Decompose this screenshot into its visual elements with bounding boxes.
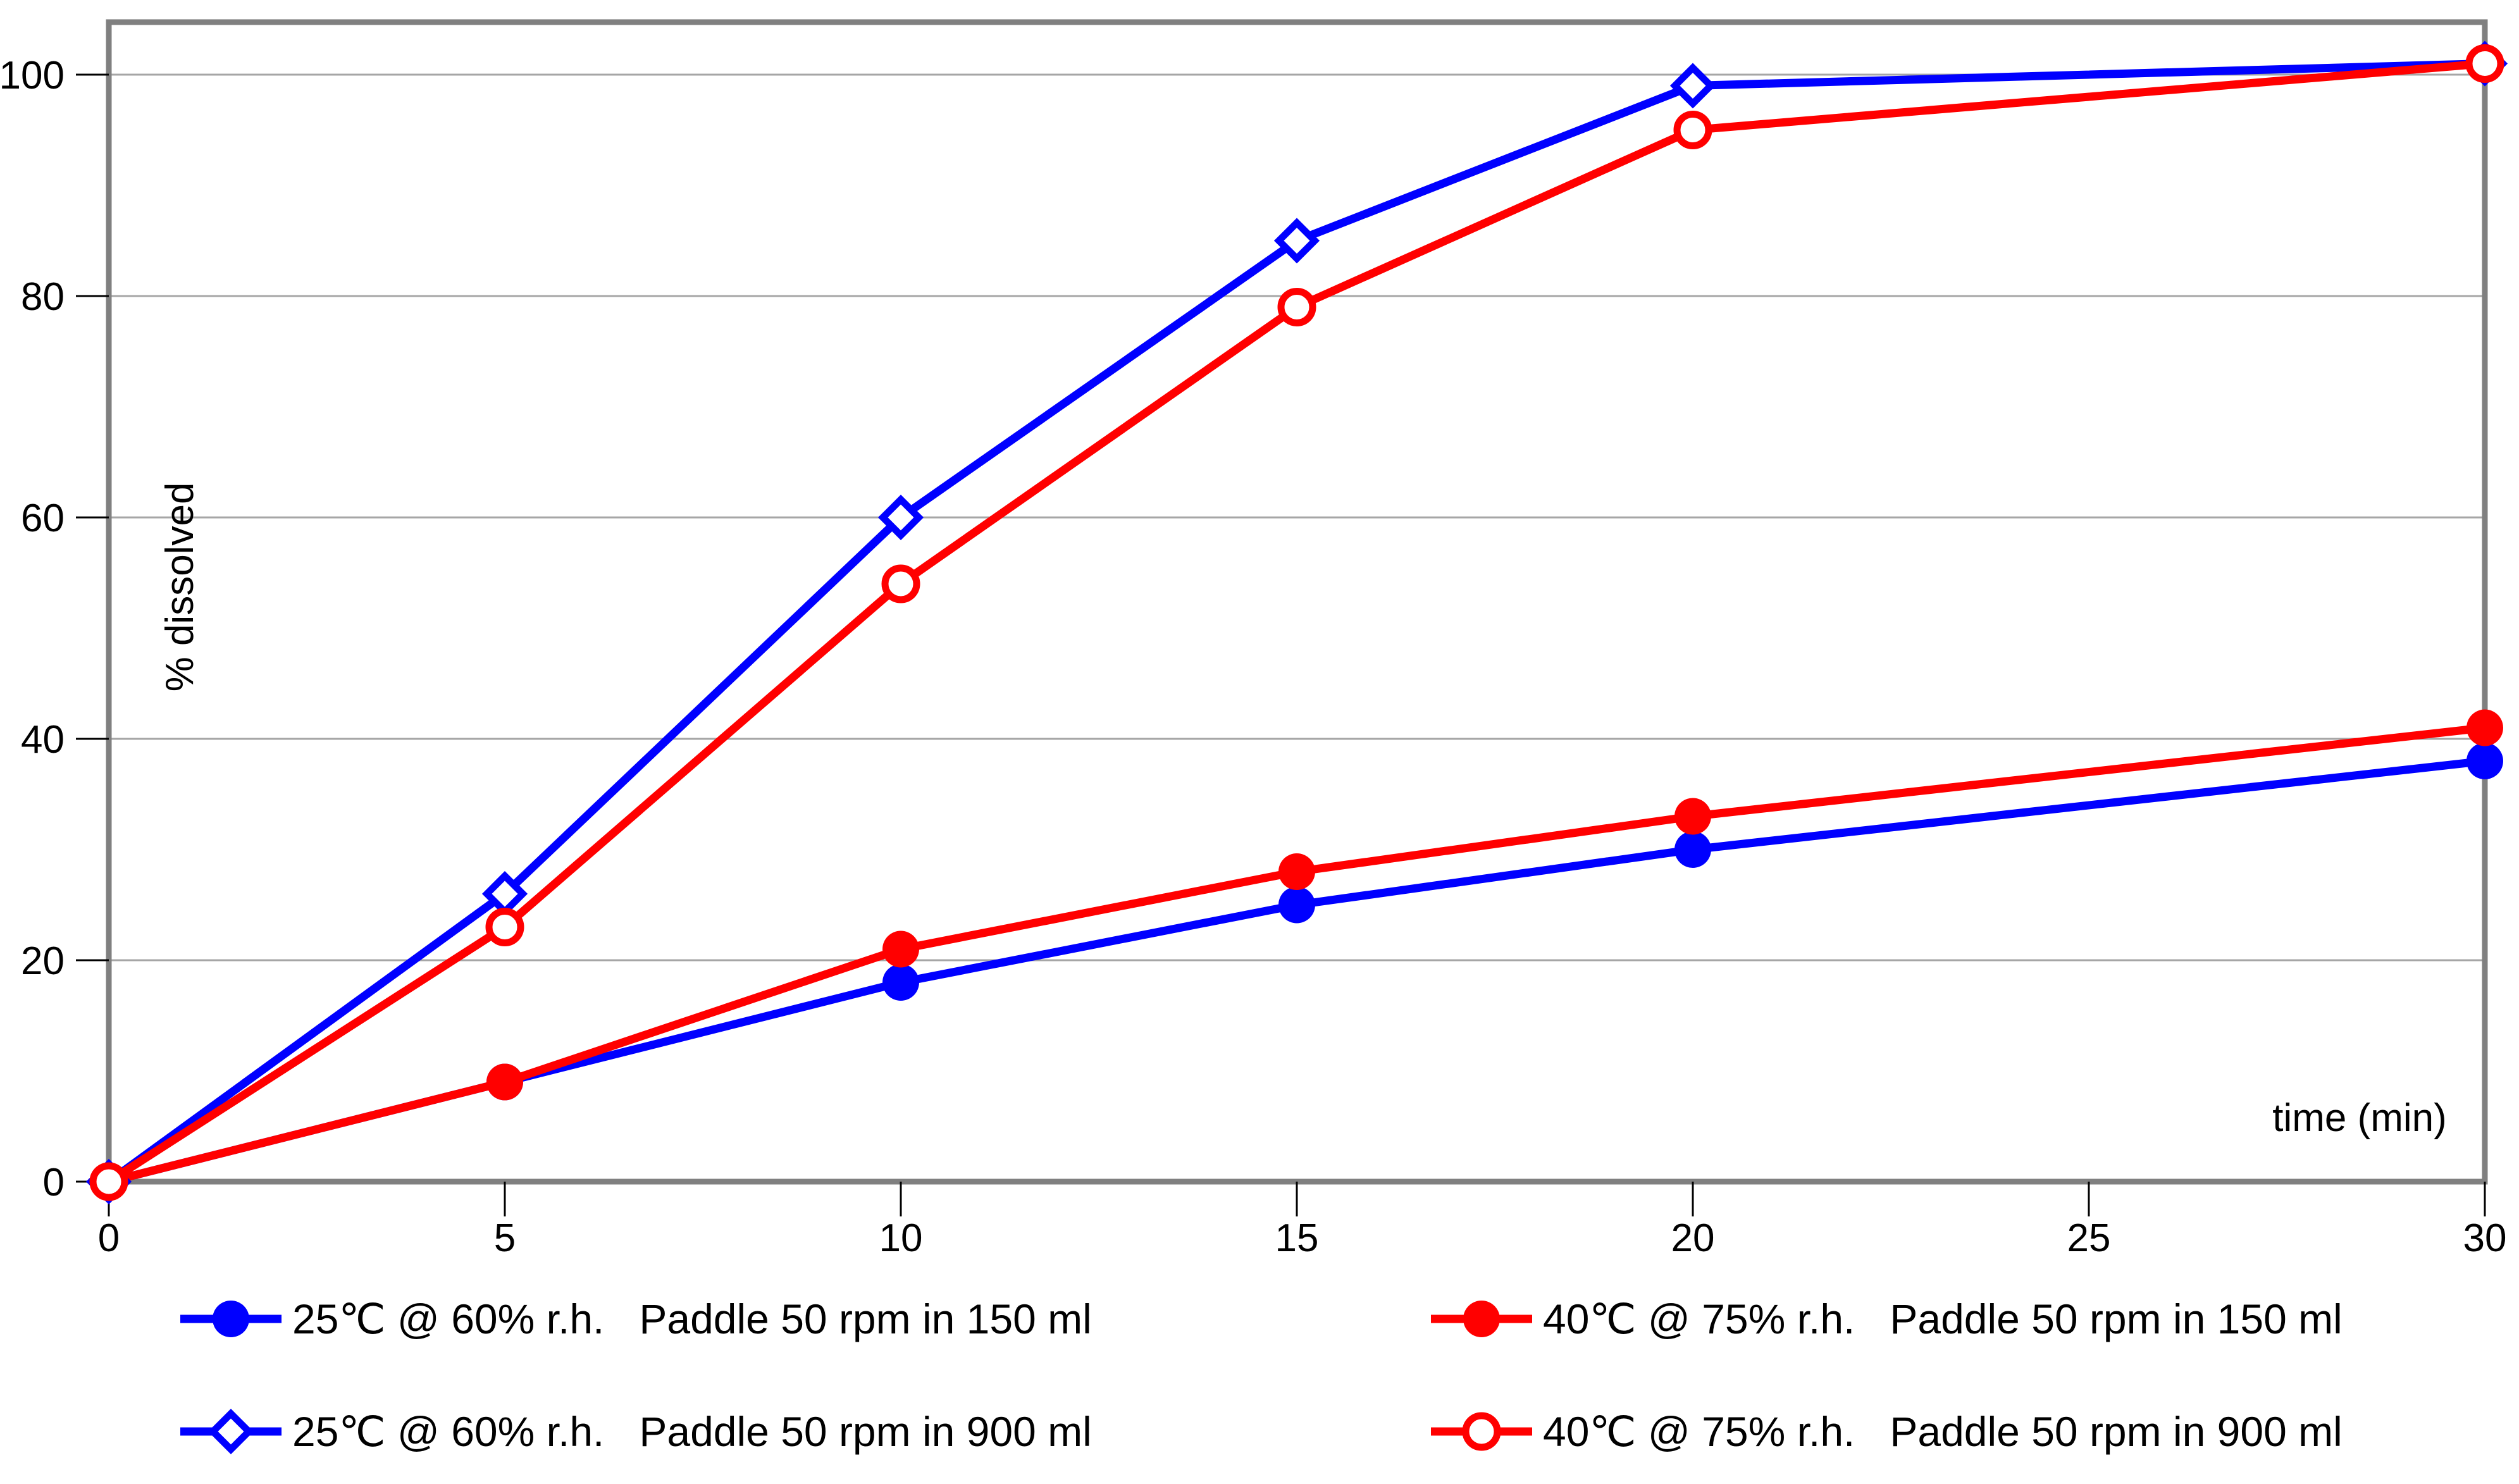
series-3 (89, 44, 2504, 1201)
y-tick-label: 100 (0, 54, 65, 97)
x-axis-title: time (min) (2272, 1096, 2447, 1140)
legend-entry-0: 25℃ @ 60% r.h. Paddle 50 rpm in 150 ml (180, 1295, 1092, 1342)
x-tick-label: 10 (879, 1216, 923, 1260)
data-point-filled-circle (1278, 853, 1315, 890)
series-line-1 (108, 724, 2485, 1186)
x-tick-label: 15 (1275, 1216, 1319, 1260)
data-point-filled-circle (1674, 831, 1711, 868)
legend-marker-filled-circle (1463, 1301, 1500, 1337)
data-point-open-diamond (1669, 63, 1716, 109)
series-line-2 (106, 59, 2485, 1185)
legend-label: 40℃ @ 75% r.h. Paddle 50 rpm in 900 ml (1543, 1408, 2343, 1455)
data-point-open-diamond (1273, 218, 1320, 264)
y-tick-label: 20 (21, 939, 65, 983)
legend-marker-open-diamond (207, 1408, 254, 1455)
x-tick-label: 0 (98, 1216, 120, 1260)
legend-label-method: Paddle 50 rpm in 150 ml (1890, 1295, 2342, 1342)
legend-entry-3: 40℃ @ 75% r.h. Paddle 50 rpm in 900 ml (1431, 1408, 2343, 1455)
y-tick-label: 0 (43, 1161, 65, 1204)
legend-label-method: Paddle 50 rpm in 900 ml (639, 1408, 1091, 1455)
legend-entry-1: 40℃ @ 75% r.h. Paddle 50 rpm in 150 ml (1431, 1295, 2343, 1342)
y-axis-title: % dissolved (158, 483, 202, 692)
series-2 (85, 40, 2508, 1205)
legend-label-condition: 25℃ @ 60% r.h. (292, 1408, 604, 1455)
data-point-filled-circle (486, 1063, 523, 1101)
data-point-open-circle (2465, 44, 2504, 83)
legend-label-method: Paddle 50 rpm in 900 ml (1890, 1408, 2342, 1455)
data-point-filled-circle (882, 964, 919, 1001)
legend-label: 25℃ @ 60% r.h. Paddle 50 rpm in 150 ml (292, 1295, 1092, 1342)
x-tick-label: 20 (1671, 1216, 1715, 1260)
data-point-open-circle (1277, 288, 1316, 326)
data-point-open-circle (1673, 111, 1712, 149)
legend-marker-filled-circle (213, 1301, 249, 1337)
data-point-open-circle (485, 908, 524, 946)
y-tick-label: 80 (21, 275, 65, 319)
y-tick-label: 60 (21, 497, 65, 540)
data-point-filled-circle (2466, 709, 2503, 746)
legend-label: 25℃ @ 60% r.h. Paddle 50 rpm in 900 ml (292, 1408, 1092, 1455)
data-point-filled-circle (1278, 886, 1315, 924)
legend-marker-open-circle (1462, 1412, 1501, 1451)
y-tick-label: 40 (21, 718, 65, 762)
data-point-filled-circle (882, 931, 919, 968)
legend-label: 40℃ @ 75% r.h. Paddle 50 rpm in 150 ml (1543, 1295, 2343, 1342)
data-point-open-diamond (481, 870, 528, 917)
legend-entry-2: 25℃ @ 60% r.h. Paddle 50 rpm in 900 ml (180, 1408, 1092, 1455)
data-point-filled-circle (2466, 743, 2503, 779)
data-point-open-circle (89, 1162, 128, 1201)
series-line-0 (108, 757, 2485, 1186)
series-0 (90, 743, 2503, 1200)
data-point-filled-circle (1674, 798, 1711, 835)
x-tick-label: 30 (2463, 1216, 2507, 1260)
x-tick-label: 5 (494, 1216, 516, 1260)
data-point-open-circle (881, 564, 920, 603)
x-tick-label: 25 (2067, 1216, 2111, 1260)
legend-label-method: Paddle 50 rpm in 150 ml (639, 1295, 1091, 1342)
legend-label-condition: 40℃ @ 75% r.h. (1543, 1408, 1855, 1455)
legend-label-condition: 25℃ @ 60% r.h. (292, 1295, 604, 1342)
data-point-open-diamond (877, 494, 924, 541)
legend-label-condition: 40℃ @ 75% r.h. (1543, 1295, 1855, 1342)
plot-area-border (106, 19, 2488, 1185)
series-line-3 (106, 59, 2485, 1185)
series-1 (90, 709, 2503, 1200)
